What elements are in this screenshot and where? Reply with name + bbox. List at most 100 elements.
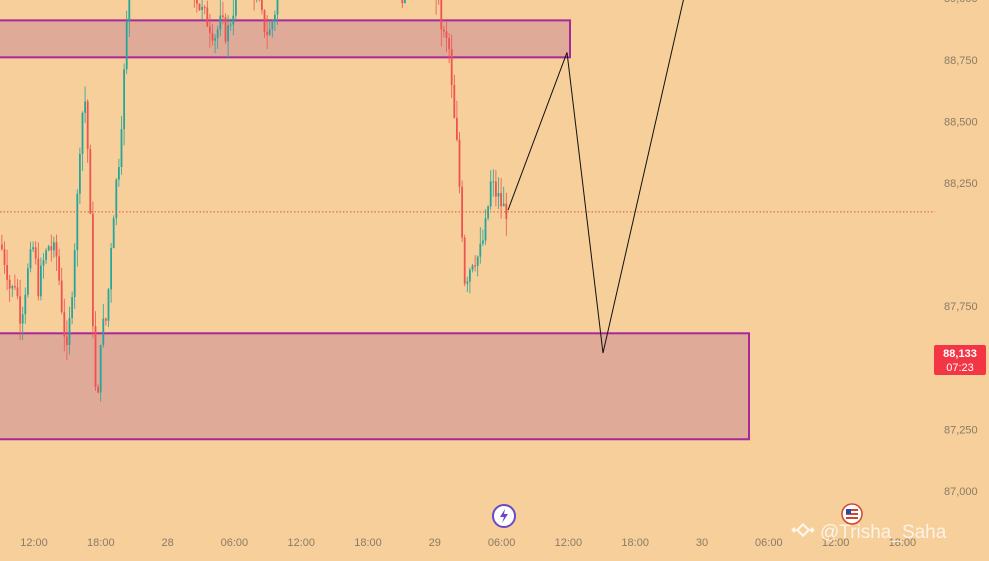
candle [120, 116, 123, 175]
candle [16, 279, 19, 300]
candle [3, 241, 6, 274]
candle [198, 3, 201, 12]
candle [6, 249, 8, 290]
candle [196, 0, 198, 13]
candle [53, 236, 55, 258]
candle [27, 263, 29, 298]
y-tick-label: 87,750 [944, 301, 978, 313]
candle [47, 244, 50, 252]
candle [479, 227, 482, 264]
candle [435, 0, 437, 15]
x-tick-label: 28 [161, 537, 173, 549]
candle [99, 344, 102, 402]
candle [448, 32, 450, 64]
candle [474, 255, 476, 272]
candle [404, 0, 406, 4]
candle [235, 0, 237, 21]
x-tick-label: 29 [429, 537, 441, 549]
x-tick-label: 06:00 [221, 537, 249, 549]
candle [222, 1, 224, 25]
candle [81, 111, 84, 171]
candle [125, 10, 128, 74]
candle [19, 280, 21, 341]
candle [112, 215, 115, 249]
candle [128, 0, 131, 37]
watermark: @Trisha_Saha [791, 522, 947, 543]
candle [58, 248, 60, 286]
candle [45, 248, 47, 264]
candle [401, 0, 404, 9]
candle [55, 234, 58, 271]
candle [268, 20, 271, 36]
us-flag-icon[interactable] [841, 503, 863, 525]
candle [227, 15, 229, 59]
candle [86, 99, 89, 163]
lightning-icon[interactable] [492, 504, 516, 528]
last-price-countdown: 07:23 [946, 362, 974, 374]
candle [445, 21, 448, 53]
candle [32, 241, 34, 253]
y-tick-label: 87,000 [944, 486, 978, 498]
candle [92, 201, 94, 339]
x-tick-label: 30 [696, 537, 708, 549]
candle [97, 384, 99, 394]
candle [466, 276, 469, 292]
candle [271, 19, 274, 38]
candle [487, 205, 489, 221]
candle [482, 229, 484, 247]
candle [456, 100, 458, 142]
candle [1, 234, 3, 251]
candle [232, 0, 235, 36]
candle [60, 267, 63, 315]
candle [476, 255, 479, 277]
candle [24, 287, 27, 324]
candle [8, 274, 11, 302]
candles-layer [1, 0, 508, 402]
candle [14, 274, 16, 291]
candle [63, 298, 66, 352]
candle [34, 241, 37, 265]
candle [450, 34, 453, 98]
candle [66, 320, 68, 360]
y-tick-label: 87,250 [944, 424, 978, 436]
candle [102, 304, 105, 348]
candle [37, 242, 40, 301]
candle [261, 0, 263, 15]
candle [253, 0, 255, 11]
x-tick-label: 12:00 [20, 537, 48, 549]
candle [492, 169, 495, 197]
y-axis: 87,00087,25087,50087,75088,25088,50088,7… [944, 0, 978, 498]
candle [209, 13, 211, 48]
candle [118, 158, 120, 187]
candle [193, 0, 195, 8]
candle [50, 234, 53, 262]
candle [224, 13, 227, 44]
candle [471, 264, 474, 273]
watermark-handle: @Trisha_Saha [820, 522, 947, 543]
y-tick-label: 88,500 [944, 116, 978, 128]
candle [123, 63, 125, 146]
zone-middle-flip-zone [0, 19, 571, 59]
x-tick-label: 06:00 [755, 537, 783, 549]
exchange-logo-icon [791, 522, 815, 538]
candle [214, 34, 216, 54]
x-tick-label: 18:00 [87, 537, 115, 549]
candle [256, 0, 258, 3]
candle [89, 144, 92, 215]
candle [461, 180, 463, 242]
candle [29, 241, 32, 273]
candle [219, 0, 222, 37]
last-price-value: 88,133 [943, 348, 977, 360]
candle [274, 10, 276, 32]
x-tick-label: 06:00 [488, 537, 516, 549]
candle [115, 178, 118, 226]
candle [443, 25, 445, 38]
x-tick-label: 12:00 [287, 537, 315, 549]
y-tick-label: 89,000 [944, 0, 978, 5]
candle [79, 147, 81, 204]
candle [276, 0, 279, 25]
candle [484, 209, 487, 245]
last-price-label: 88,133 07:23 [934, 345, 986, 375]
candle [71, 291, 73, 325]
